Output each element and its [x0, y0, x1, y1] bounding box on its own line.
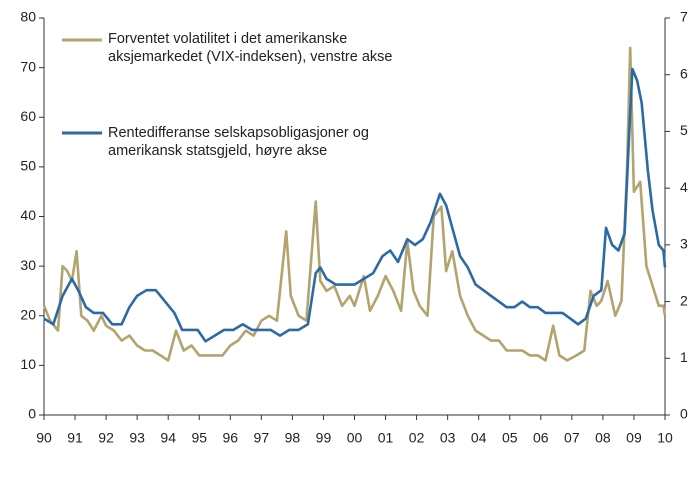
- x-tick-label: 95: [191, 430, 207, 446]
- x-tick-label: 04: [471, 430, 487, 446]
- y2-tick-label: 7: [680, 9, 688, 25]
- x-tick-label: 01: [378, 430, 394, 446]
- y-tick-label: 20: [20, 306, 36, 322]
- y2-tick-label: 0: [680, 406, 688, 422]
- x-tick-label: 98: [285, 430, 301, 446]
- x-tick-label: 02: [409, 430, 425, 446]
- x-tick-label: 97: [254, 430, 270, 446]
- y2-tick-label: 4: [680, 179, 688, 195]
- series-line: [42, 46, 667, 362]
- legend-label: Forventet volatilitet i det amerikanske …: [108, 31, 393, 65]
- y-tick-label: 70: [20, 58, 36, 74]
- y-tick-label: 60: [20, 108, 36, 124]
- y-tick-label: 40: [20, 207, 36, 223]
- y-tick-label: 50: [20, 158, 36, 174]
- series-line: [43, 67, 667, 343]
- legend-label: Rentedifferanse selskapsobligasjoner og …: [108, 125, 369, 159]
- y2-tick-label: 3: [680, 236, 688, 252]
- y2-tick-label: 2: [680, 292, 688, 308]
- x-tick-label: 90: [36, 430, 52, 446]
- y2-tick-label: 5: [680, 122, 688, 138]
- x-tick-label: 93: [129, 430, 145, 446]
- y2-tick-label: 1: [680, 349, 688, 365]
- x-tick-label: 10: [657, 430, 673, 446]
- y-tick-label: 0: [28, 406, 36, 422]
- x-tick-label: 96: [223, 430, 239, 446]
- x-tick-label: 05: [502, 430, 518, 446]
- y2-tick-label: 6: [680, 65, 688, 81]
- x-tick-label: 99: [316, 430, 332, 446]
- x-tick-label: 03: [440, 430, 456, 446]
- x-tick-label: 06: [533, 430, 549, 446]
- x-tick-label: 91: [67, 430, 83, 446]
- x-tick-label: 00: [347, 430, 363, 446]
- x-tick-label: 09: [626, 430, 642, 446]
- y-tick-label: 10: [20, 356, 36, 372]
- y-tick-label: 80: [20, 9, 36, 25]
- y-tick-label: 30: [20, 257, 36, 273]
- x-tick-label: 92: [98, 430, 114, 446]
- x-tick-label: 07: [564, 430, 580, 446]
- x-tick-label: 94: [160, 430, 176, 446]
- x-tick-label: 08: [595, 430, 611, 446]
